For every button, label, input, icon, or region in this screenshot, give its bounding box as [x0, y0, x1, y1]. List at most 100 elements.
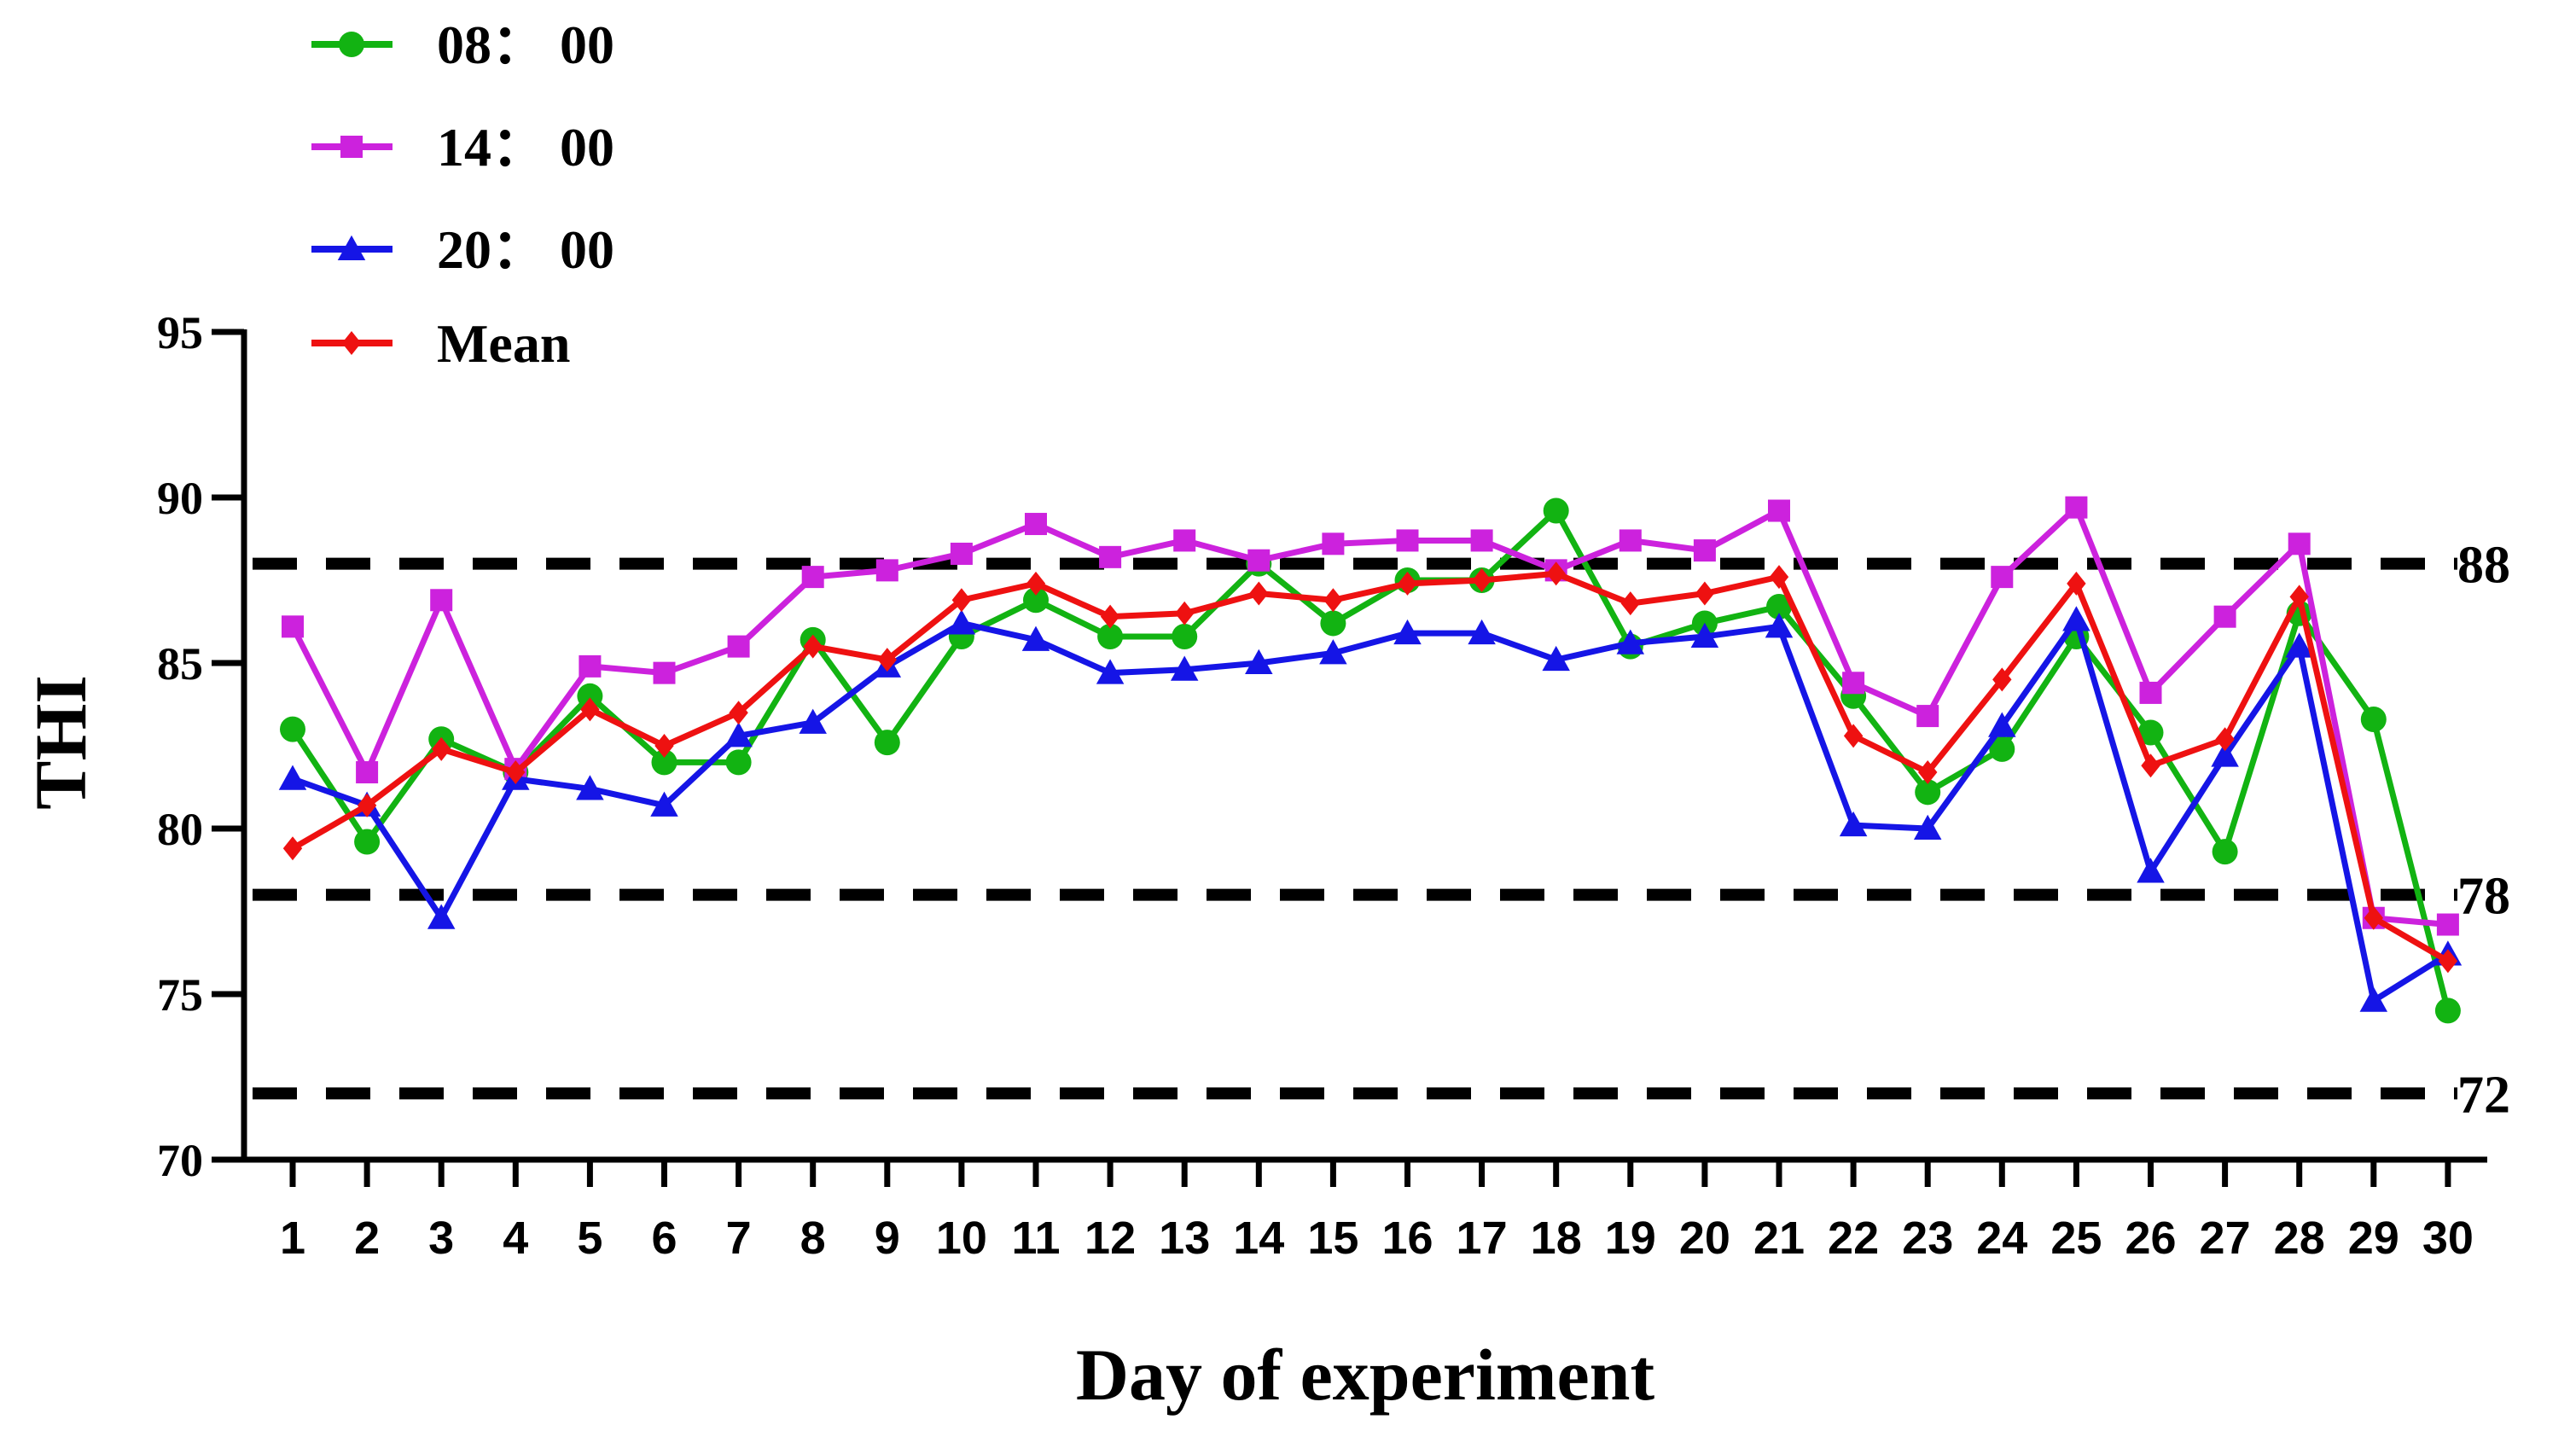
series-3-point-24	[1992, 667, 2012, 692]
series-3-point-19	[1620, 591, 1640, 616]
x-tick-label-6: 6	[651, 1213, 677, 1264]
series-0-point-11	[1023, 587, 1049, 614]
series-3-point-9	[877, 648, 897, 672]
series-0-point-7	[725, 749, 752, 776]
series-1-point-3	[430, 589, 453, 612]
series-0-point-15	[1320, 610, 1346, 637]
series-3-point-4	[506, 760, 526, 785]
series-2-point-5	[576, 775, 604, 800]
series-2-point-29	[2359, 986, 2388, 1012]
series-1-point-22	[1842, 672, 1865, 695]
legend-label-3: Mean	[437, 313, 570, 374]
series-3-point-14	[1249, 581, 1269, 606]
series-3-point-30	[2438, 949, 2458, 974]
series-0-point-13	[1172, 623, 1198, 649]
x-tick-label-30: 30	[2422, 1213, 2474, 1264]
series-2-point-23	[1913, 814, 1942, 840]
series-1-point-28	[2288, 532, 2311, 556]
series-3	[282, 561, 2458, 974]
series-2-point-25	[2062, 606, 2090, 631]
x-tick-label-8: 8	[800, 1213, 826, 1264]
series-0-point-5	[577, 683, 603, 709]
series-0-point-12	[1097, 623, 1124, 649]
x-tick-label-25: 25	[2050, 1213, 2102, 1264]
series-2	[278, 606, 2463, 1012]
series-0-point-1	[280, 716, 305, 742]
series-1-point-14	[1247, 549, 1271, 572]
series-0	[280, 497, 2461, 1024]
x-tick-label-14: 14	[1233, 1213, 1284, 1264]
x-tick-label-19: 19	[1605, 1213, 1656, 1264]
legend-label-2: 20： 00	[437, 219, 614, 280]
series-0-point-30	[2434, 998, 2461, 1024]
series-3-point-7	[729, 701, 748, 725]
x-tick-label-10: 10	[936, 1213, 987, 1264]
series-0-point-18	[1543, 497, 1569, 524]
series-2-point-6	[650, 791, 678, 817]
series-3-point-21	[1769, 565, 1789, 590]
series-3-point-29	[2364, 905, 2383, 930]
series-line-0	[290, 508, 2451, 1012]
x-tick-label-20: 20	[1679, 1213, 1730, 1264]
x-tick-label-13: 13	[1159, 1213, 1210, 1264]
series-3-point-16	[1398, 571, 1417, 596]
series-1-point-23	[1916, 705, 1939, 728]
x-tick-label-12: 12	[1084, 1213, 1136, 1264]
x-tick-label-26: 26	[2125, 1213, 2176, 1264]
series-1-point-27	[2213, 605, 2236, 628]
x-tick-label-22: 22	[1828, 1213, 1879, 1264]
series-1-point-16	[1396, 529, 1419, 552]
series-0-point-21	[1766, 594, 1792, 620]
reference-label-78: 78	[2457, 868, 2510, 926]
series-3-point-5	[580, 697, 600, 722]
series-1-point-26	[2139, 681, 2162, 704]
x-tick-label-5: 5	[577, 1213, 602, 1264]
series-0-point-23	[1915, 779, 1941, 806]
series-1-point-19	[1619, 529, 1642, 552]
x-tick-label-9: 9	[875, 1213, 900, 1264]
series-0-point-26	[2137, 719, 2164, 746]
reference-label-88: 88	[2457, 537, 2510, 595]
series-0-point-24	[1989, 736, 2015, 762]
legend-label-1: 14： 00	[437, 117, 614, 177]
x-tick-label-23: 23	[1902, 1213, 1953, 1264]
y-axis: 70 75 80 85 90 95	[157, 307, 247, 1186]
series-2-point-8	[799, 708, 827, 734]
series-3-point-10	[951, 588, 972, 613]
series-1-point-13	[1173, 529, 1196, 552]
x-tick-label-11: 11	[1011, 1213, 1060, 1264]
x-tick-label-15: 15	[1307, 1213, 1358, 1264]
series-3-point-17	[1472, 568, 1492, 592]
series-1-point-30	[2436, 913, 2459, 936]
x-tick-label-17: 17	[1457, 1213, 1508, 1264]
series-line-2	[291, 617, 2450, 1004]
series-2-point-27	[2211, 742, 2239, 767]
x-tick-label-3: 3	[428, 1213, 454, 1264]
series-1-point-15	[1322, 532, 1345, 556]
y-axis-title: THI	[20, 675, 102, 810]
legend: 08： 00 14： 00 20： 00 Mean	[311, 15, 614, 374]
series-2-point-14	[1245, 649, 1273, 674]
series-1-point-17	[1470, 529, 1493, 552]
x-tick-label-18: 18	[1531, 1213, 1582, 1264]
x-tick-label-21: 21	[1753, 1213, 1805, 1264]
series-2-point-13	[1170, 655, 1199, 681]
x-tick-label-7: 7	[726, 1213, 752, 1264]
reference-lines: 88 78 72	[253, 537, 2510, 1124]
series-1-point-10	[950, 542, 973, 565]
y-tick-label-70: 70	[157, 1135, 203, 1186]
series-0-point-27	[2212, 839, 2238, 865]
series-1-point-6	[653, 661, 676, 684]
series-1-point-7	[727, 635, 750, 658]
series-1-point-2	[356, 761, 379, 784]
series-3-point-23	[1918, 760, 1938, 785]
series-1-point-12	[1099, 545, 1122, 568]
series-2-point-10	[947, 609, 976, 635]
y-tick-label-75: 75	[157, 969, 203, 1021]
series-0-point-9	[874, 730, 900, 756]
series-2-point-7	[724, 722, 753, 747]
series-2-point-3	[427, 904, 456, 929]
x-tick-label-27: 27	[2200, 1213, 2251, 1264]
series-2-point-28	[2285, 632, 2313, 658]
